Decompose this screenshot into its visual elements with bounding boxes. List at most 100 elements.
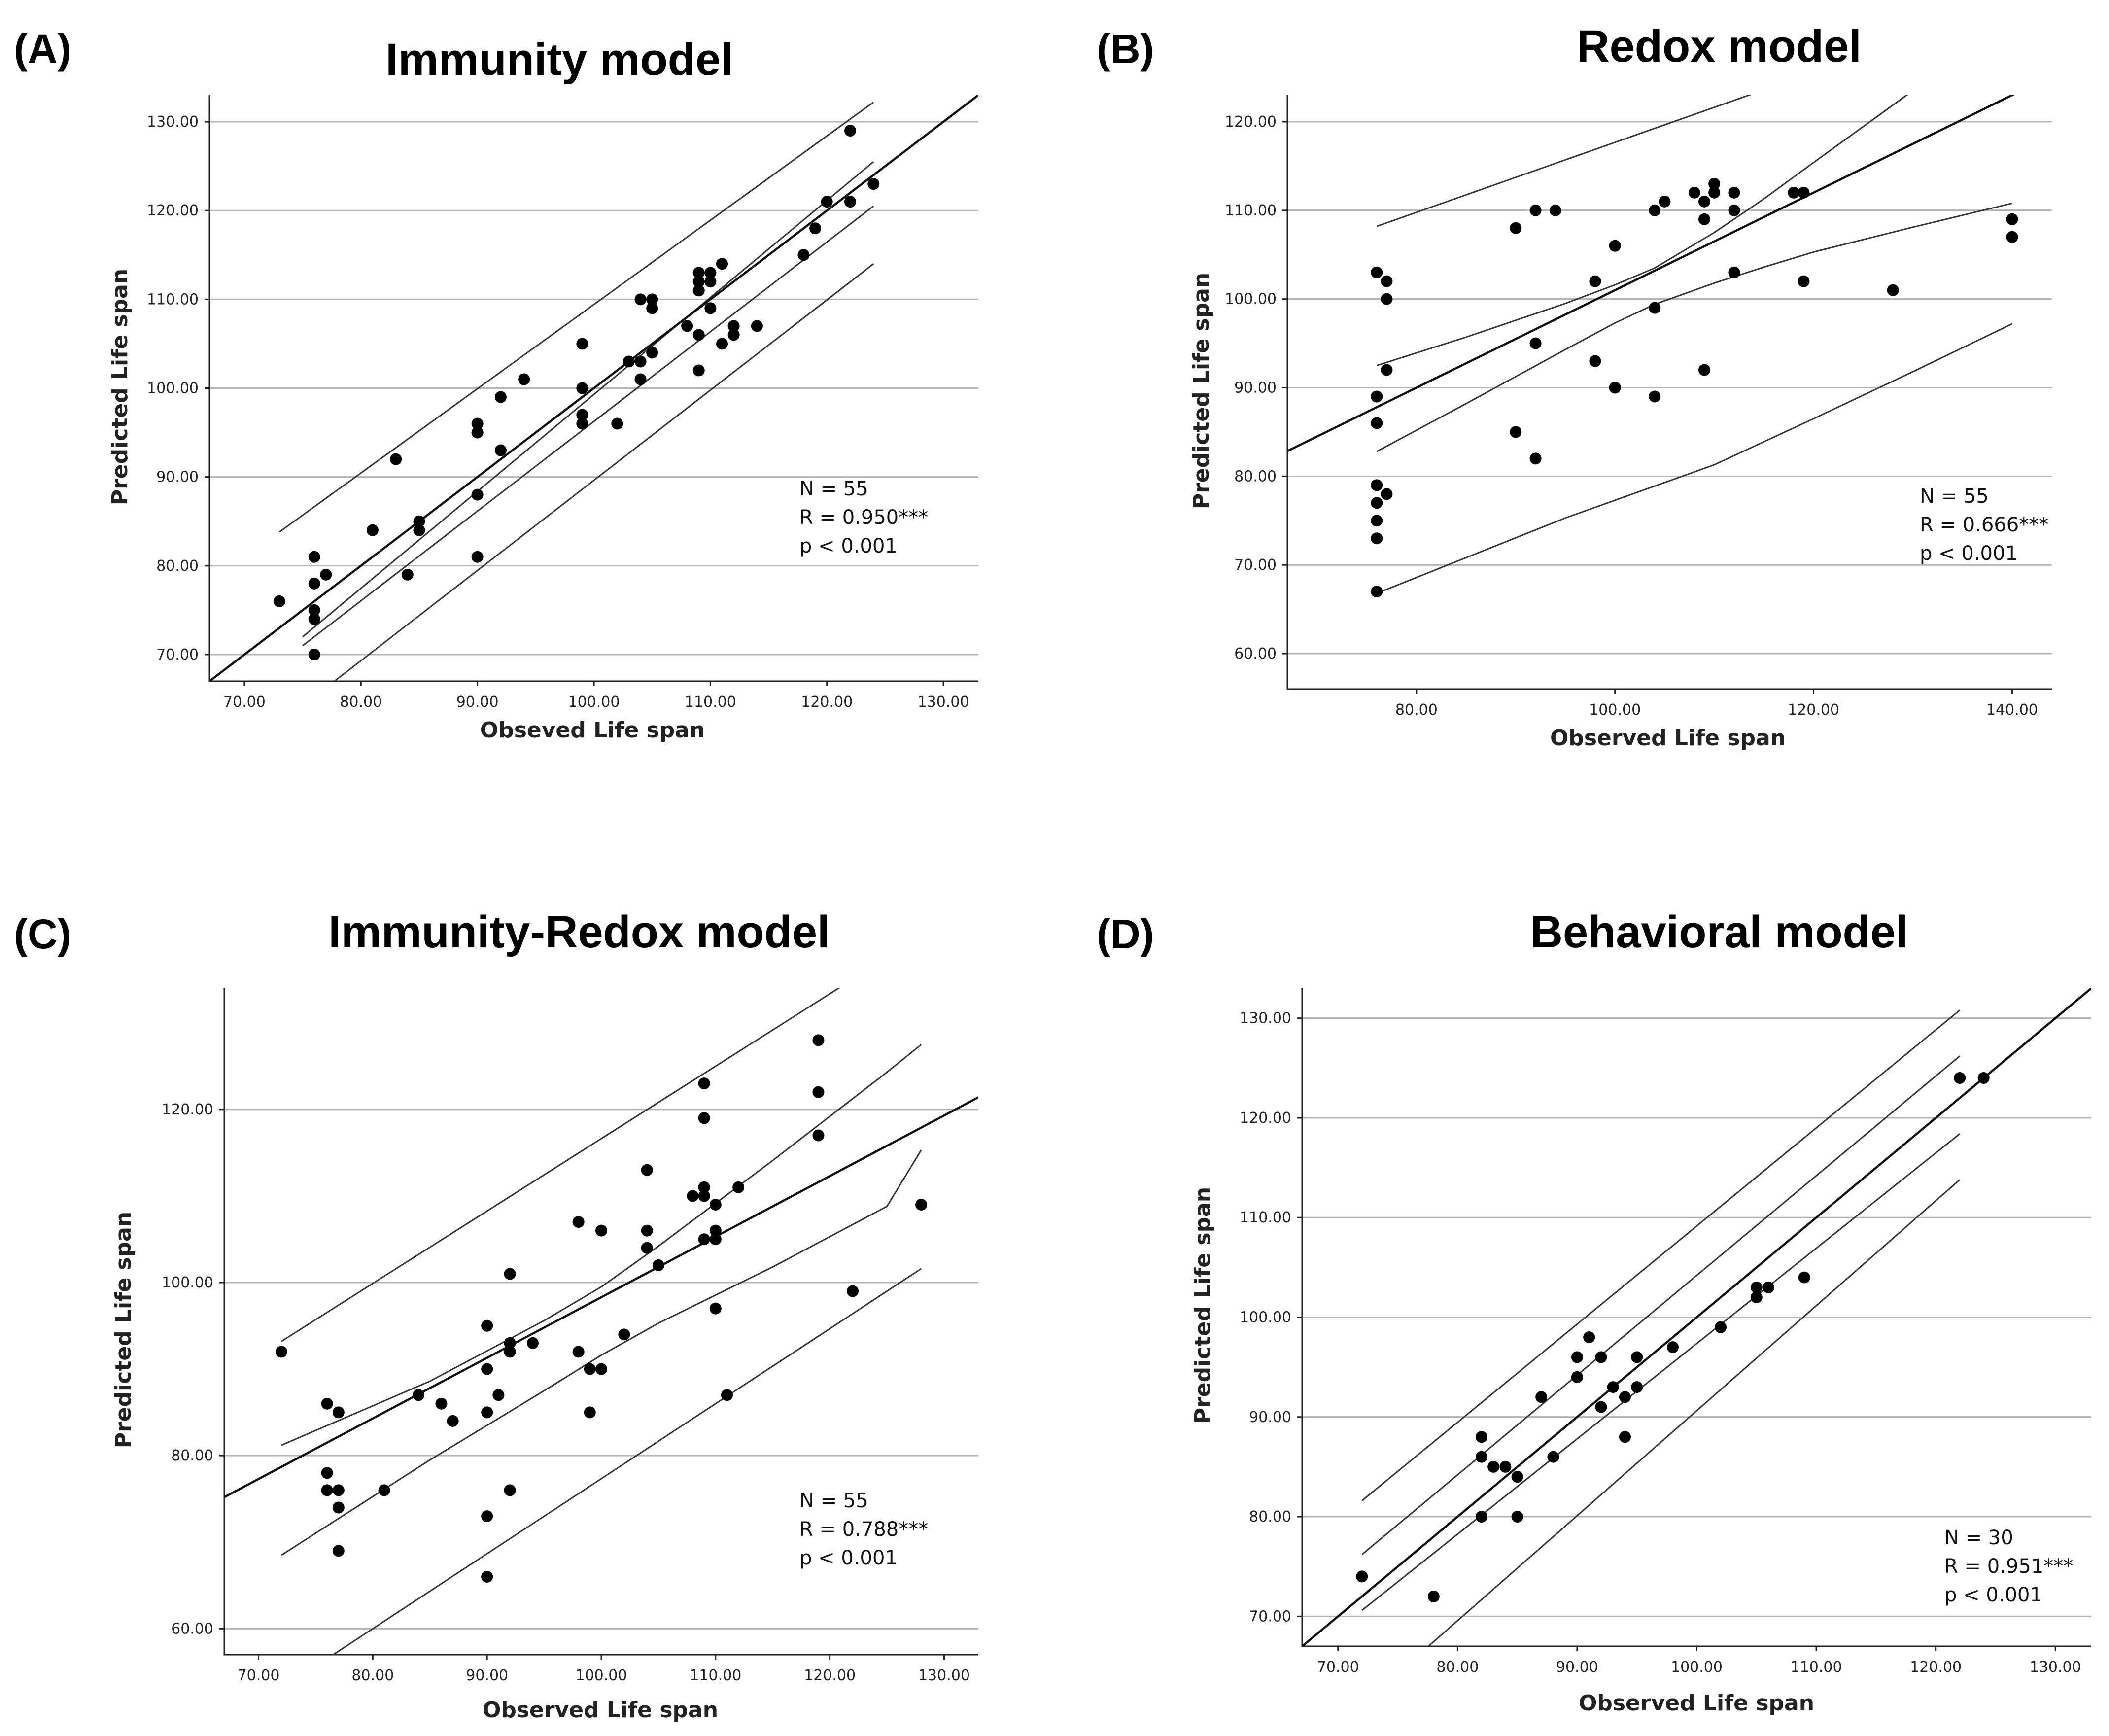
- data-point: [1631, 1351, 1643, 1363]
- data-point: [1475, 1511, 1487, 1523]
- data-point: [1371, 266, 1383, 278]
- axes: [223, 988, 978, 1656]
- x-tick-label: 80.00: [351, 1667, 394, 1684]
- y-axis-label: Predicted Life span: [1190, 1187, 1215, 1424]
- data-point: [727, 329, 740, 341]
- plot-area: [1287, 95, 2015, 594]
- data-point: [1595, 1351, 1607, 1363]
- data-point: [709, 1198, 722, 1211]
- data-point: [320, 568, 332, 581]
- y-tick-label: 110.00: [147, 291, 199, 308]
- x-tick-label: 130.00: [918, 1667, 970, 1684]
- plot-area: [209, 95, 978, 681]
- data-point: [698, 1077, 710, 1090]
- data-point: [1750, 1291, 1763, 1304]
- data-point: [471, 426, 484, 439]
- data-point: [1688, 186, 1700, 199]
- x-tick-label: 90.00: [456, 694, 499, 711]
- y-tick-label: 120.00: [1240, 1110, 1291, 1127]
- data-point: [1381, 488, 1393, 500]
- data-point: [1798, 186, 1810, 199]
- data-point: [1475, 1431, 1487, 1443]
- panel-c-title: Immunity-Redox model: [328, 907, 830, 957]
- data-point: [435, 1397, 448, 1410]
- data-point: [692, 284, 705, 297]
- data-point: [332, 1484, 345, 1496]
- data-point: [652, 1259, 664, 1271]
- x-tick-label: 70.00: [223, 694, 266, 711]
- y-tick-label: 70.00: [1234, 556, 1277, 574]
- x-tick-label: 80.00: [1395, 701, 1438, 719]
- x-axis-label: Observed Life span: [483, 1698, 718, 1723]
- data-point: [1371, 390, 1383, 403]
- panel-a-title: Immunity model: [385, 35, 733, 85]
- data-point: [1381, 364, 1393, 376]
- data-point: [704, 267, 717, 279]
- data-point: [1798, 275, 1810, 287]
- data-point: [698, 1181, 710, 1193]
- data-point: [576, 338, 588, 350]
- x-tick-label: 90.00: [1556, 1659, 1598, 1676]
- data-point: [698, 1233, 710, 1246]
- data-point: [481, 1406, 493, 1419]
- data-point: [821, 196, 833, 208]
- data-point: [413, 524, 425, 536]
- data-point: [692, 364, 705, 377]
- data-point: [1510, 426, 1522, 438]
- stats-annotation: R = 0.666***: [1920, 514, 2048, 536]
- panel-a-letter: (A): [14, 26, 71, 72]
- data-point: [332, 1545, 345, 1557]
- data-point: [471, 488, 484, 501]
- y-tick-label: 110.00: [1240, 1209, 1291, 1226]
- data-point: [576, 382, 588, 394]
- data-point: [634, 355, 647, 368]
- data-point: [378, 1484, 390, 1496]
- panel-d-title: Behavioral model: [1530, 907, 1908, 957]
- data-point: [584, 1406, 596, 1419]
- data-point: [321, 1397, 333, 1410]
- y-tick-label: 100.00: [1240, 1309, 1291, 1326]
- data-point: [526, 1337, 539, 1349]
- panel-a: (A) Immunity model 70.00 80.00 90.00 100.00…: [14, 26, 978, 743]
- data-point: [1427, 1590, 1440, 1602]
- axes: [1286, 95, 2052, 690]
- data-point: [1589, 275, 1601, 287]
- x-tick-label: 90.00: [466, 1667, 508, 1684]
- data-point: [595, 1363, 607, 1375]
- data-point: [1631, 1381, 1643, 1393]
- data-point: [698, 1112, 710, 1124]
- data-point: [1595, 1401, 1607, 1413]
- data-point: [709, 1302, 722, 1315]
- data-point: [797, 249, 810, 261]
- data-point: [721, 1389, 733, 1401]
- data-point: [844, 125, 856, 137]
- plot-area: [1302, 988, 2091, 1646]
- data-point: [494, 444, 507, 456]
- data-point: [641, 1224, 653, 1237]
- panel-d-plot: 70.00 80.00 90.00 100.00 110.00 120.00 130.00 7…: [1190, 988, 2091, 1716]
- data-point: [413, 515, 425, 527]
- data-point: [332, 1501, 345, 1514]
- data-point: [844, 196, 856, 208]
- data-point: [1583, 1331, 1595, 1343]
- data-point: [1371, 532, 1383, 545]
- y-axis-label: Predicted Life span: [107, 269, 133, 505]
- data-point: [2006, 213, 2018, 225]
- y-tick-label: 100.00: [147, 380, 199, 397]
- data-point: [1381, 293, 1393, 305]
- data-point: [1475, 1451, 1487, 1463]
- data-point: [1698, 195, 1710, 208]
- data-point: [1728, 204, 1740, 216]
- data-point: [751, 320, 763, 332]
- y-tick-label: 60.00: [1234, 645, 1277, 662]
- data-point: [1549, 204, 1561, 216]
- data-point: [481, 1319, 493, 1332]
- data-point: [308, 613, 320, 625]
- data-point: [709, 1233, 722, 1246]
- data-point: [1589, 355, 1601, 367]
- data-point: [1977, 1072, 1990, 1084]
- data-point: [504, 1337, 516, 1349]
- data-point: [1511, 1511, 1523, 1523]
- regression-line: [209, 95, 978, 681]
